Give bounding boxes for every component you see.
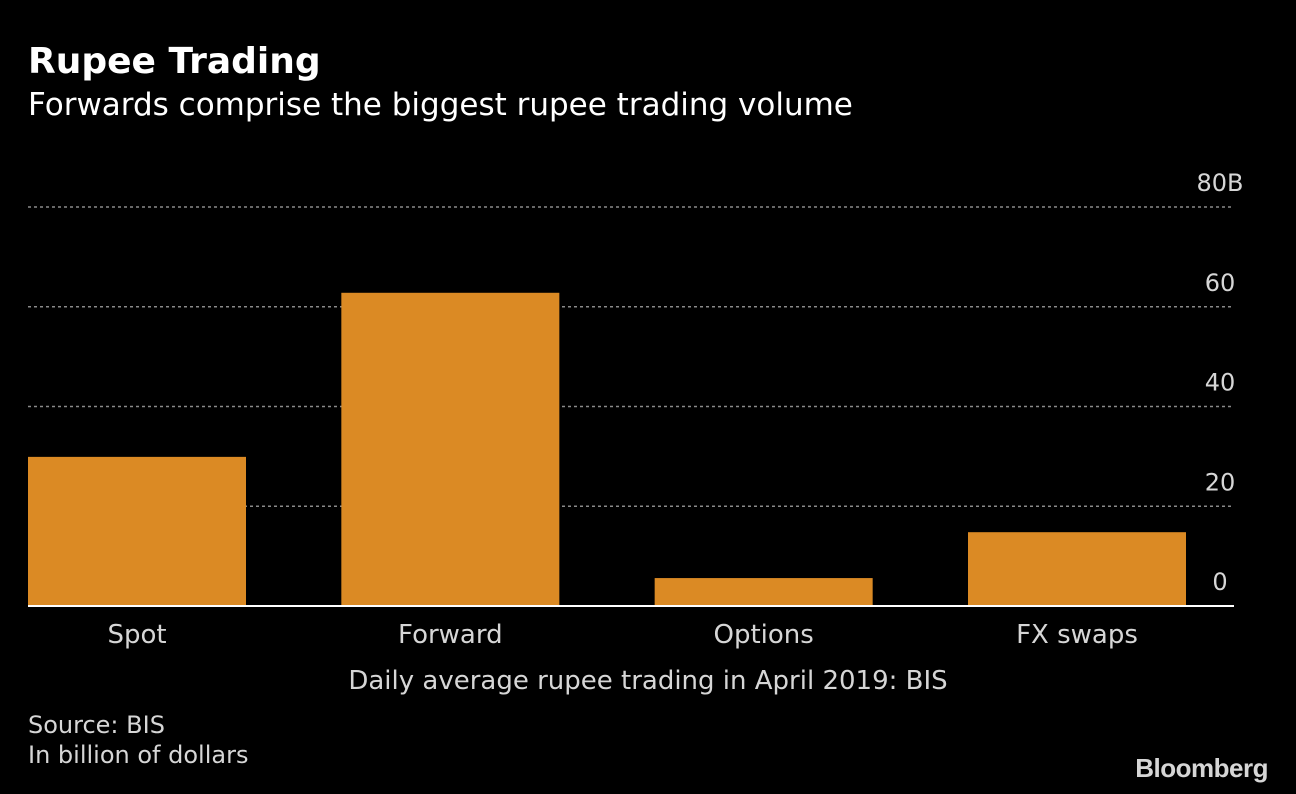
bloomberg-logo: Bloomberg [1135, 753, 1268, 783]
source-note: Source: BIS In billion of dollars [28, 710, 248, 770]
x-category-label: Options [714, 620, 814, 650]
bar-fx-swaps [968, 532, 1186, 606]
bars [28, 292, 1186, 606]
bar-options [654, 578, 873, 606]
x-category-label: Forward [398, 620, 503, 650]
source-text: Source: BIS [28, 711, 165, 739]
x-category-label: Spot [107, 620, 166, 650]
unit-note: In billion of dollars [28, 741, 249, 769]
y-tick-label: 80B [1196, 169, 1243, 197]
y-tick-label: 60 [1205, 269, 1236, 297]
y-tick-label: 40 [1205, 369, 1236, 397]
chart-title: Rupee Trading [28, 41, 321, 82]
y-tick-label: 0 [1212, 568, 1227, 596]
x-axis-label: Daily average rupee trading in April 201… [348, 666, 947, 696]
x-category-label: FX swaps [1016, 620, 1138, 650]
bar-spot [28, 456, 246, 606]
labels: 0 20 40 60 80B Spot Forward Options FX swaps Dail… [107, 169, 1243, 696]
bar-forward [341, 292, 560, 606]
y-tick-label: 20 [1205, 468, 1236, 496]
chart-subtitle: Forwards comprise the biggest rupee trad… [28, 87, 853, 123]
bar-chart: 0 20 40 60 80B Spot Forward Options FX swaps Dail… [28, 169, 1244, 696]
